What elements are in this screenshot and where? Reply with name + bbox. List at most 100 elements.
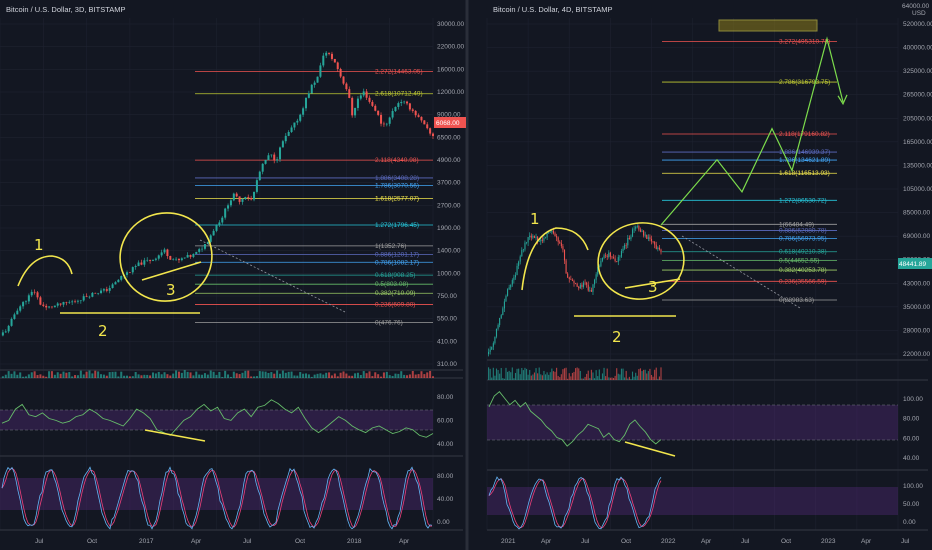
y-tick-label: 265000.00: [903, 92, 932, 99]
candle-body: [500, 315, 502, 319]
candle-body: [609, 252, 611, 257]
candle-body: [556, 236, 558, 238]
volume-bar: [514, 372, 517, 380]
volume-bar: [53, 374, 56, 378]
candle-body: [27, 295, 30, 302]
candle-body: [302, 108, 305, 115]
volume-bar: [348, 375, 351, 378]
volume-bar: [85, 371, 88, 378]
y-tick-label: 1400.00: [437, 248, 461, 255]
volume-bar: [111, 371, 114, 378]
stoch-k-line: [488, 476, 662, 530]
volume-bar: [529, 369, 531, 380]
candle-body: [1, 332, 4, 336]
fib-level-label: 1(1352.76): [375, 243, 406, 250]
candle-body: [24, 301, 27, 303]
volume-bar: [565, 367, 567, 380]
candle-body: [614, 258, 616, 262]
volume-bar: [163, 372, 166, 378]
volume-bar: [307, 374, 310, 378]
volume-bar: [227, 374, 230, 378]
rsi-tick-label: 80.00: [437, 394, 454, 401]
candle-body: [4, 331, 7, 333]
volume-bar: [203, 373, 206, 378]
volume-bar: [408, 374, 411, 378]
volume-bar: [614, 375, 616, 380]
fib-level-label: 1.886(146939.37): [779, 149, 830, 156]
volume-bar: [189, 372, 192, 378]
candle-body: [241, 199, 244, 202]
rsi-band: [487, 405, 898, 440]
volume-bar: [258, 371, 261, 378]
volume-bar: [160, 374, 163, 378]
right-chart-panel[interactable]: 520000.00 400000.00 325000.00 265000.00 2050…: [486, 18, 932, 545]
volume-bar: [59, 373, 62, 378]
x-tick-label: 2017: [139, 538, 154, 545]
volume-bar: [65, 372, 68, 378]
rsi-tick-label: 60.00: [437, 418, 454, 425]
fib-level-label: 1.618(116513.93): [779, 170, 830, 177]
fib-level-label: 0.236(35566.59): [779, 278, 827, 285]
left-chart-panel[interactable]: 30000.0022000.0016000.0012000.009000.006…: [0, 18, 464, 545]
candle-body: [650, 238, 653, 242]
volume-bar: [606, 368, 608, 380]
volume-bar: [336, 376, 339, 378]
volume-bar: [281, 370, 284, 378]
candle-body: [546, 233, 548, 238]
volume-bar: [186, 371, 189, 378]
fib-level-label: 0.618(908.25): [375, 272, 415, 279]
candle-body: [658, 247, 660, 250]
candle-body: [117, 279, 120, 283]
volume-bar: [365, 373, 368, 378]
candle-body: [527, 237, 529, 243]
candle-body: [50, 306, 53, 308]
candle-body: [552, 230, 554, 234]
volume-bar: [631, 371, 634, 380]
candle-body: [166, 249, 169, 257]
volume-bar: [622, 368, 624, 380]
candle-body: [273, 154, 276, 161]
volume-bar: [149, 375, 152, 378]
volume-bar: [24, 376, 27, 378]
candle-body: [557, 237, 559, 242]
candle-body: [380, 114, 383, 124]
volume-bar: [166, 374, 169, 378]
candle-body: [189, 255, 192, 257]
rsi-tick-label: 100.00: [903, 396, 923, 403]
volume-bar: [7, 371, 10, 378]
candle-body: [209, 235, 212, 242]
volume-bar: [377, 374, 380, 378]
candle-body: [551, 230, 553, 233]
stoch-k-line: [1, 466, 433, 530]
volume-bar: [641, 371, 643, 380]
candle-body: [603, 255, 605, 258]
volume-bar: [554, 371, 556, 380]
x-tick-label: Oct: [295, 538, 305, 545]
candle-body: [192, 253, 195, 257]
candle-body: [581, 284, 583, 287]
fib-level-label: 0.382(40253.78): [779, 267, 827, 274]
candle-body: [299, 114, 302, 121]
volume-bar: [488, 367, 490, 380]
candle-body: [491, 346, 493, 350]
candle-body: [374, 105, 377, 111]
volume-bar: [560, 374, 562, 380]
volume-bar: [22, 376, 25, 378]
volume-bar: [513, 378, 515, 380]
volume-bar: [270, 372, 273, 378]
volume-bar: [557, 375, 559, 380]
candle-body: [270, 154, 273, 156]
candle-body: [431, 133, 435, 137]
volume-bar: [276, 370, 279, 378]
x-tick-label: Jul: [581, 538, 590, 545]
volume-bar: [380, 376, 383, 378]
volume-bar: [533, 372, 536, 380]
candle-body: [201, 248, 204, 250]
candle-body: [567, 273, 569, 278]
candle-body: [276, 159, 279, 161]
left-annotation-1: 1: [34, 236, 44, 254]
volume-bar: [538, 367, 540, 380]
fib-level-label: 1.886(3408.28): [375, 175, 419, 182]
candle-body: [530, 235, 532, 238]
volume-bar: [525, 368, 528, 380]
